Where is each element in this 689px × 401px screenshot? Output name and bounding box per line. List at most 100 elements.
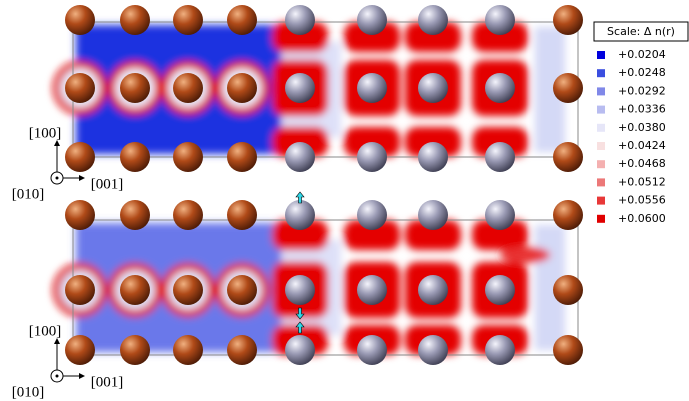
arrow-head: [54, 338, 60, 344]
brown-atom: [227, 142, 257, 172]
legend-swatch: [597, 214, 605, 223]
brown-atom: [553, 275, 583, 305]
red-square: [405, 22, 461, 52]
brown-atom: [227, 200, 257, 230]
gray-atom: [418, 142, 448, 172]
axis-label-horizontal: [001]: [91, 176, 124, 192]
red-square: [272, 22, 328, 52]
displacement-arrow: [295, 307, 305, 320]
brown-atom: [173, 275, 203, 305]
legend-label: +0.0336: [618, 103, 666, 116]
brown-atom: [65, 275, 95, 305]
legend-swatch: [597, 105, 605, 114]
brown-atom: [227, 73, 257, 103]
brown-atom: [65, 142, 95, 172]
gray-atom: [357, 142, 387, 172]
axis-label-horizontal: [001]: [91, 374, 124, 390]
displacement-arrow: [295, 191, 305, 204]
gray-atom: [485, 275, 515, 305]
arrow-head: [79, 175, 85, 181]
gray-atom: [357, 73, 387, 103]
brown-atom: [553, 142, 583, 172]
brown-atom: [120, 335, 150, 365]
legend-label: +0.0600: [618, 212, 666, 225]
brown-atom: [120, 73, 150, 103]
brown-atom: [227, 335, 257, 365]
red-square: [344, 220, 400, 250]
density-panel: [100] [010] [001]: [12, 200, 583, 400]
legend-swatch: [597, 123, 605, 132]
gray-atom: [418, 5, 448, 35]
brown-atom: [173, 142, 203, 172]
legend-swatch: [597, 196, 605, 205]
gray-atom: [357, 200, 387, 230]
legend-label: +0.0424: [618, 139, 666, 152]
legend-label: +0.0468: [618, 157, 666, 170]
brown-atom: [65, 200, 95, 230]
displacement-arrow: [295, 321, 305, 334]
legend-swatch: [597, 87, 605, 96]
gray-atom: [285, 275, 315, 305]
arrow-head: [54, 140, 60, 146]
density-panel: [100] [010] [001]: [12, 5, 583, 202]
brown-atom: [120, 5, 150, 35]
brown-atom: [553, 335, 583, 365]
legend-title-box: [593, 21, 689, 42]
gray-atom: [357, 5, 387, 35]
gray-atom: [285, 73, 315, 103]
red-square: [344, 22, 400, 52]
legend-swatch: [597, 142, 605, 150]
gray-atom: [285, 200, 315, 230]
brown-atom: [173, 200, 203, 230]
red-square: [472, 220, 528, 250]
brown-atom: [173, 73, 203, 103]
axis-label-out: [010]: [12, 186, 45, 202]
gray-atom: [485, 335, 515, 365]
brown-atom: [65, 5, 95, 35]
gray-atom: [357, 275, 387, 305]
brown-atom: [553, 5, 583, 35]
brown-atom: [120, 200, 150, 230]
gray-atom: [285, 335, 315, 365]
legend-swatch: [597, 178, 605, 187]
red-square: [405, 220, 461, 250]
gray-atom: [418, 73, 448, 103]
axis-label-vertical: [100]: [29, 323, 62, 339]
legend-label: +0.0380: [618, 121, 666, 134]
legend-swatch: [597, 69, 605, 78]
gray-atom: [285, 5, 315, 35]
axis-label-out: [010]: [12, 384, 45, 400]
legend-swatch: [597, 51, 605, 59]
legend-label: +0.0248: [618, 66, 666, 79]
brown-atom: [120, 275, 150, 305]
brown-atom: [173, 335, 203, 365]
brown-atom: [553, 200, 583, 230]
axis-origin-dot: [55, 374, 59, 378]
axis-origin-dot: [55, 176, 59, 180]
red-streak: [500, 247, 550, 263]
legend-swatch: [597, 160, 605, 169]
legend-title: Scale: Δ n(r): [607, 25, 675, 38]
gray-atom: [418, 335, 448, 365]
axis-label-vertical: [100]: [29, 125, 62, 141]
brown-atom: [227, 275, 257, 305]
legend-label: +0.0292: [618, 84, 666, 97]
legend-label: +0.0512: [618, 175, 666, 188]
arrow-head: [79, 373, 85, 379]
gray-atom: [357, 335, 387, 365]
gray-atom: [485, 142, 515, 172]
gray-atom: [418, 200, 448, 230]
gray-atom: [485, 200, 515, 230]
red-square: [472, 22, 528, 52]
legend-label: +0.0556: [618, 194, 666, 207]
legend-label: +0.0204: [618, 48, 666, 61]
red-square: [272, 220, 328, 250]
gray-atom: [485, 5, 515, 35]
gray-atom: [418, 275, 448, 305]
gray-atom: [285, 142, 315, 172]
brown-atom: [65, 73, 95, 103]
brown-atom: [120, 142, 150, 172]
brown-atom: [227, 5, 257, 35]
